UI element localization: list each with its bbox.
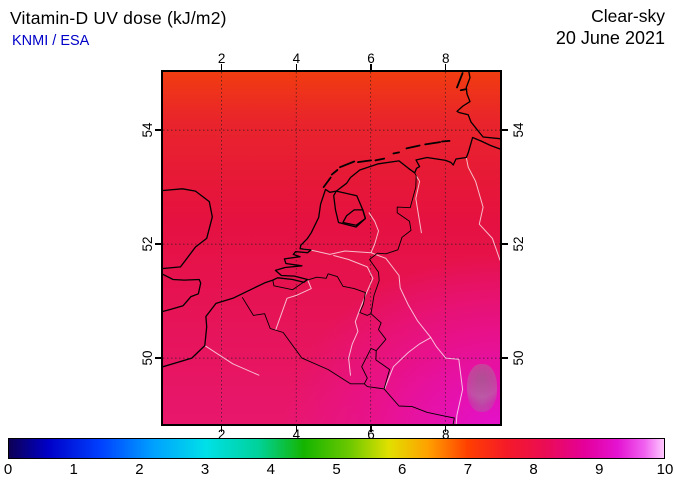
wadden-islands-layer (322, 72, 468, 188)
colorbar-tick-label: 8 (529, 461, 538, 478)
lat-tick-label-right: 54 (511, 122, 526, 138)
colorbar-tick-label: 9 (595, 461, 604, 478)
sky-condition-label: Clear-sky (591, 6, 665, 26)
axis-tick (444, 64, 447, 70)
river-somme (204, 345, 260, 376)
lat-tick-label-right: 50 (511, 350, 526, 366)
colorbar-tick-label: 6 (398, 461, 407, 478)
lon-tick-label-top: 4 (292, 51, 301, 66)
coastline-continent (163, 136, 500, 368)
coastlines-layer (163, 72, 500, 368)
graticule-grid (163, 72, 500, 424)
axis-tick (370, 426, 372, 432)
axis-tick (502, 357, 508, 359)
colorbar-tick-label: 10 (656, 461, 674, 478)
axis-tick (155, 243, 161, 245)
colorbar-tick-label: 5 (332, 461, 341, 478)
border-lux-be (361, 347, 377, 385)
island-schiermonnikoog (374, 157, 385, 162)
knmi-logo-watermark (467, 364, 497, 412)
island-wangerooge (441, 140, 451, 143)
flevoland-polder (342, 209, 367, 226)
river-weser (465, 157, 500, 261)
lake-ijsselmeer (333, 190, 367, 228)
coastline-england-kent (163, 273, 202, 313)
lon-tick-label-bottom: 4 (292, 427, 301, 442)
coastline-schleswig (456, 72, 500, 140)
island-foehr (459, 88, 468, 92)
axis-tick (502, 243, 508, 245)
page-title: Vitamin-D UV dose (kJ/m2) (10, 8, 227, 28)
colorbar-tick-label: 3 (200, 461, 210, 478)
island-terschelling (339, 160, 356, 169)
axis-tick (220, 64, 223, 70)
river-moselle (384, 337, 432, 389)
island-borkum (392, 151, 400, 155)
lon-tick-label-bottom: 8 (441, 427, 450, 442)
lon-tick-label-bottom: 6 (367, 427, 375, 442)
map-layers (163, 72, 500, 424)
border-nl-be (272, 273, 372, 316)
island-ameland (357, 159, 372, 163)
colorbar-tick-label: 0 (3, 461, 13, 478)
island-norderney (405, 144, 421, 150)
border-be-de-lux (363, 313, 391, 390)
lon-tick-label-bottom: 2 (217, 427, 226, 442)
coastline-england-east-anglia (163, 188, 213, 270)
river-ems (415, 175, 422, 234)
axis-tick (220, 426, 223, 432)
lon-tick-label-top: 8 (441, 51, 450, 66)
island-sylt (456, 72, 464, 89)
axis-tick (295, 64, 298, 70)
axis-tick (155, 129, 161, 131)
river-rhine (303, 248, 464, 424)
colorbar-labels: 0 1 2 3 4 5 6 7 8 9 10 (0, 461, 675, 481)
river-scheldt (275, 279, 312, 331)
river-meuse (333, 255, 374, 376)
colorbar-tick-label: 2 (135, 461, 144, 478)
colorbar-tick-label: 4 (266, 461, 275, 478)
lon-tick-label-top: 2 (217, 51, 226, 66)
axis-tick (295, 426, 298, 432)
island-spiekeroog (424, 141, 441, 146)
island-vlieland (330, 169, 339, 176)
rivers-layer (204, 157, 500, 424)
map-date: 20 June 2021 (555, 28, 665, 48)
axis-tick (370, 64, 372, 70)
axis-tick (444, 426, 447, 432)
country-borders-layer (241, 172, 455, 424)
island-texel (322, 176, 332, 188)
border-de-fr (383, 388, 455, 424)
axis-tick (502, 129, 508, 131)
colorbar-tick-label: 1 (69, 461, 78, 478)
lat-tick-label-left: 54 (140, 122, 155, 138)
axis-tick (155, 357, 161, 359)
colorbar-tick-label: 7 (463, 461, 473, 478)
border-nl-de (369, 172, 417, 314)
lat-tick-label-left: 52 (140, 236, 155, 252)
org-credit: KNMI / ESA (12, 33, 90, 49)
colorbar-gradient (8, 438, 665, 459)
lon-tick-label-top: 6 (367, 51, 375, 66)
map-field (161, 70, 502, 426)
lat-tick-label-right: 52 (511, 236, 526, 252)
lat-tick-label-left: 50 (140, 350, 155, 366)
river-ijssel (368, 212, 379, 254)
border-be-fr (241, 296, 365, 385)
